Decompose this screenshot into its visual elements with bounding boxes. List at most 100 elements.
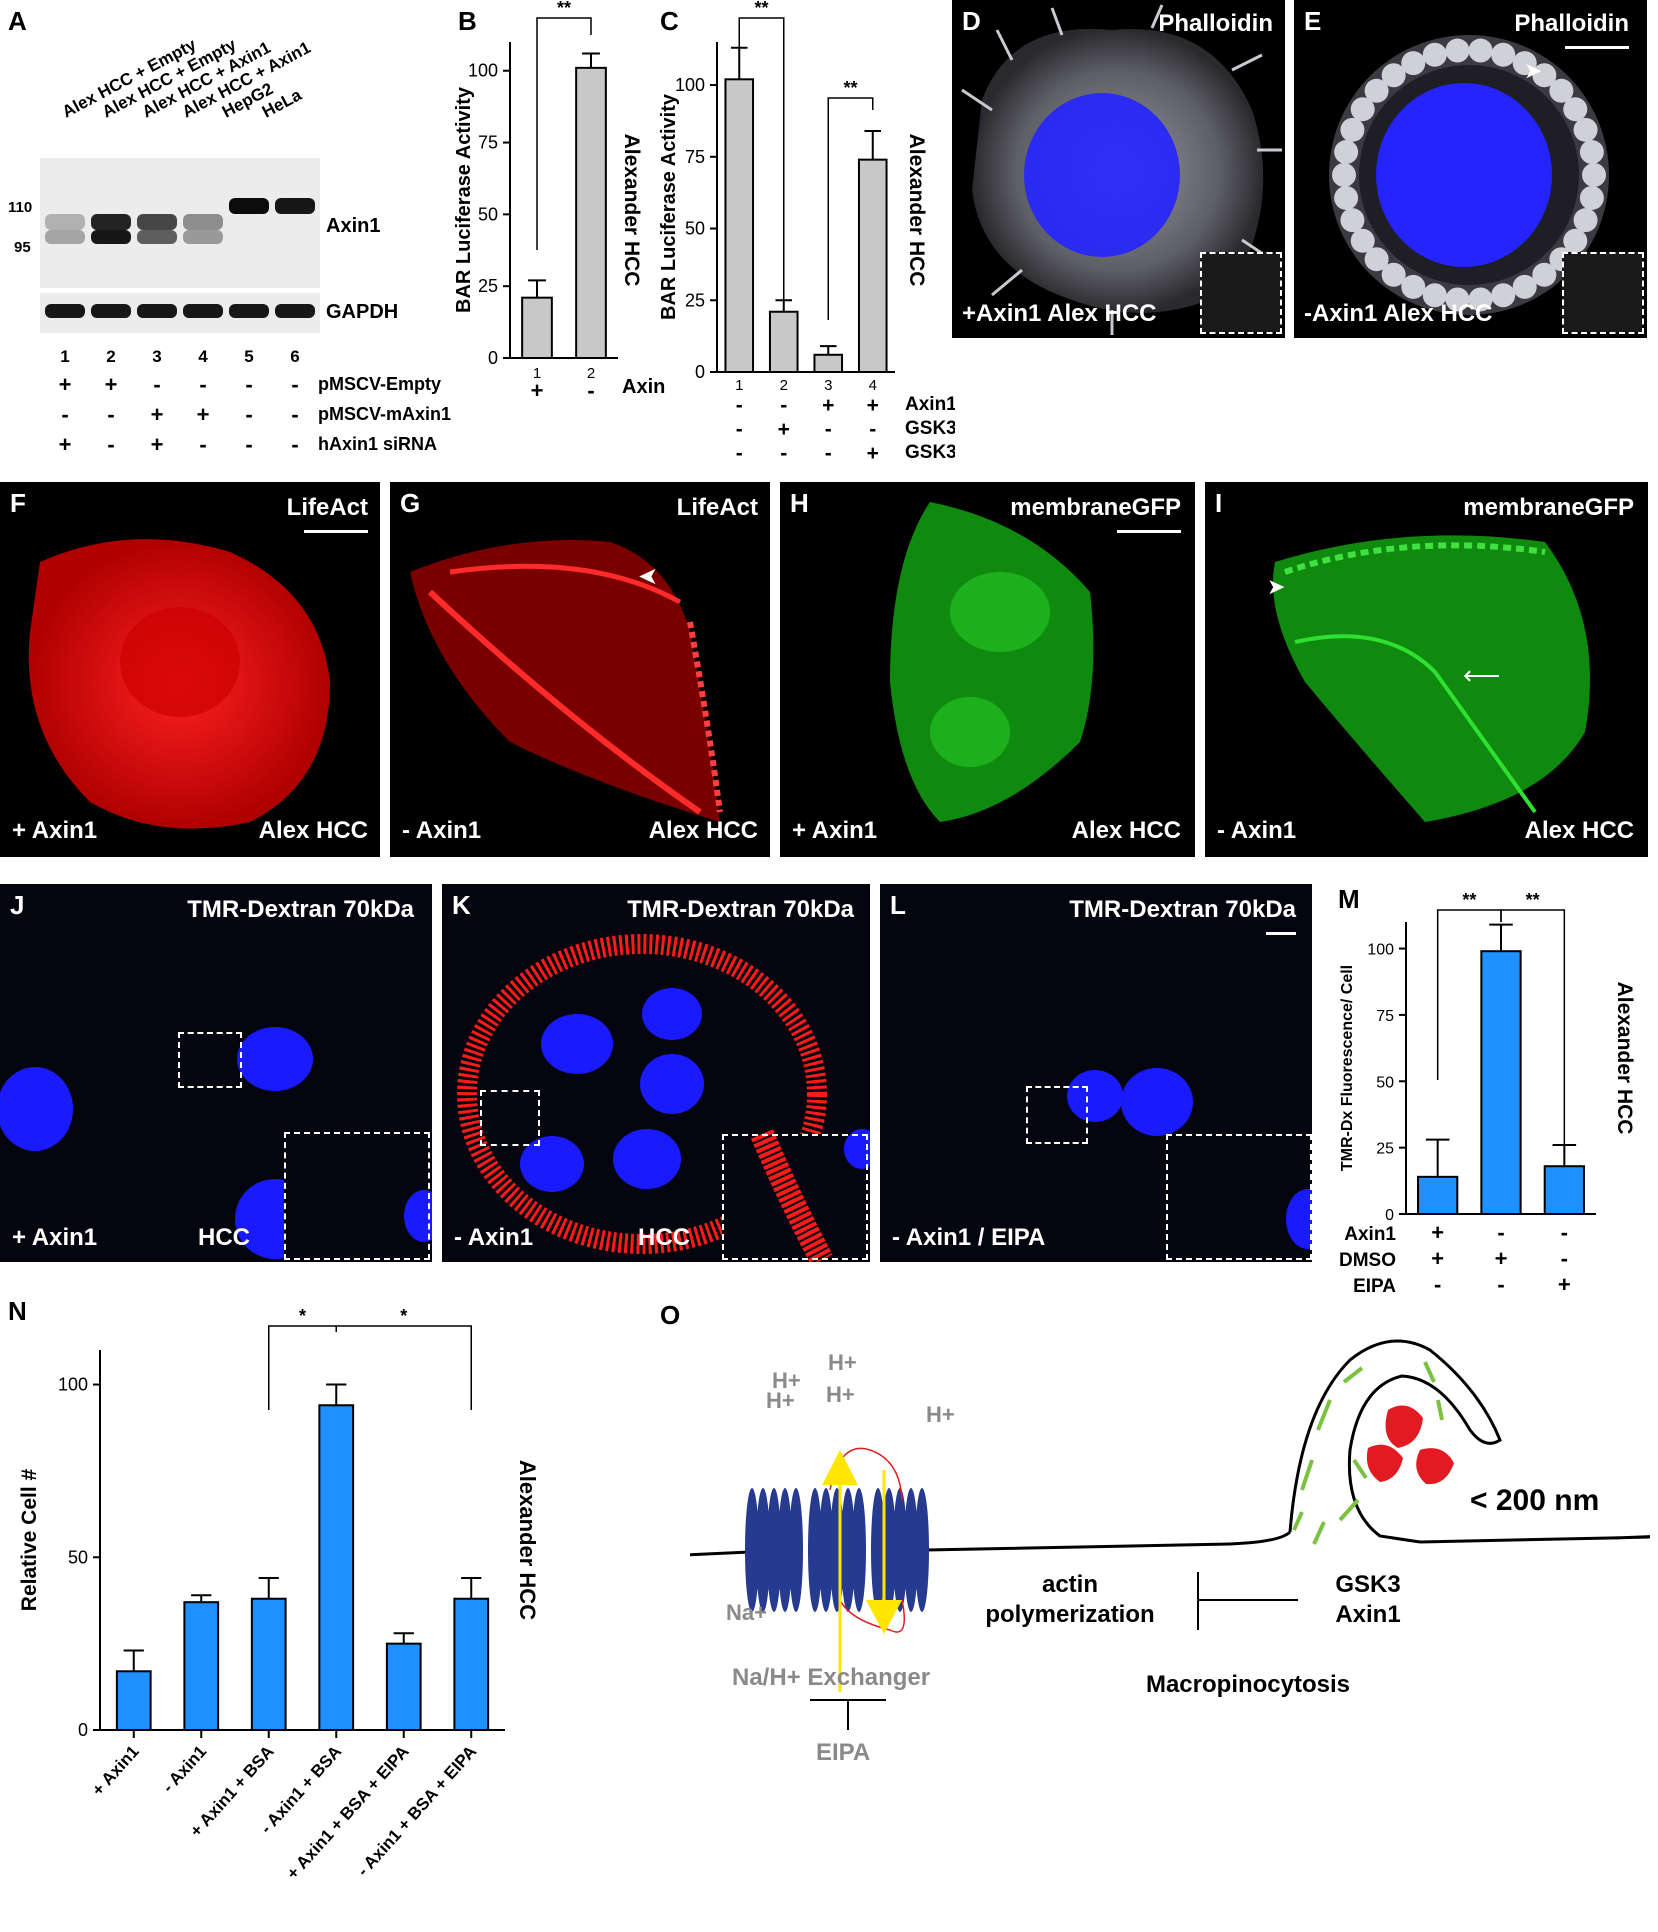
bleb bbox=[1563, 97, 1588, 122]
axin1-band bbox=[229, 198, 269, 214]
panel-d-letter: D bbox=[962, 6, 981, 36]
y-axis-label: BAR Luciferase Activity bbox=[453, 86, 475, 313]
panel-i-letter: I bbox=[1215, 488, 1223, 518]
treatment-sign: + bbox=[822, 394, 834, 417]
micrograph-g: ➤ G LifeAct - Axin1 Alex HCC bbox=[390, 482, 770, 857]
inset-box bbox=[480, 1090, 540, 1146]
band-label: GAPDH bbox=[326, 301, 398, 323]
cell-line-label: HCC bbox=[198, 1224, 250, 1251]
y-tick-label: 50 bbox=[685, 219, 705, 239]
x-tick-label: + Axin1 + BSA + EIPA bbox=[283, 1742, 413, 1883]
helix-segment bbox=[852, 1488, 866, 1612]
axin1-band bbox=[137, 214, 177, 230]
na-h-exchanger-protein bbox=[745, 1488, 929, 1612]
treatment-sign: + bbox=[1431, 1220, 1444, 1245]
phalloidin-round-cell-image bbox=[1329, 35, 1642, 332]
treatment-sign: - bbox=[245, 372, 252, 397]
stain-label: LifeAct bbox=[676, 494, 758, 521]
inset-zoom bbox=[1166, 1134, 1312, 1260]
x-tick-label: 1 bbox=[533, 365, 541, 382]
treatment-sign: + bbox=[59, 432, 72, 457]
bleb bbox=[1468, 38, 1493, 63]
micrograph-k: K TMR-Dextran 70kDa - Axin1 HCC bbox=[442, 884, 870, 1262]
arrowhead-icon: ➤ bbox=[1267, 574, 1286, 599]
actin-filaments bbox=[1292, 1361, 1444, 1545]
y-tick-label: 0 bbox=[78, 1720, 88, 1740]
significance-label: ** bbox=[1526, 890, 1540, 910]
treatment-sign: + bbox=[105, 372, 118, 397]
bar bbox=[1480, 950, 1522, 1215]
gapdh-band bbox=[229, 304, 269, 318]
na-ion: Na+ bbox=[726, 1600, 767, 1625]
bleb bbox=[1512, 51, 1537, 76]
helix-segment bbox=[915, 1488, 929, 1612]
bleb bbox=[1573, 117, 1598, 142]
bleb bbox=[1579, 140, 1604, 165]
treatment-sign: + bbox=[151, 432, 164, 457]
cell-line-label: Alex HCC bbox=[648, 817, 758, 844]
bleb bbox=[1334, 140, 1359, 165]
bleb bbox=[1334, 185, 1359, 210]
helix-segment bbox=[893, 1488, 907, 1612]
chart-m: 0 25 50 75 100 TMR-Dx Fluorescence/ Cell ** ** A… bbox=[1339, 890, 1636, 1297]
y-axis-label: TMR-Dx Fluorescence/ Cell bbox=[1339, 965, 1356, 1171]
condition-label: - Axin1 / EIPA bbox=[892, 1224, 1046, 1251]
treatment-sign: - bbox=[1434, 1272, 1441, 1297]
treatment-sign: - bbox=[825, 442, 832, 465]
treatment-sign: - bbox=[1561, 1220, 1568, 1245]
stain-label: TMR-Dextran 70kDa bbox=[627, 896, 854, 923]
x-tick-label: + Axin1 bbox=[88, 1742, 142, 1800]
panel-o-letter: O bbox=[660, 1300, 681, 1330]
treatment-sign: - bbox=[1497, 1220, 1504, 1245]
h-ion: H+ bbox=[826, 1382, 855, 1407]
cell-line-label: HCC bbox=[638, 1224, 690, 1251]
arrowhead-icon: ➤ bbox=[1524, 58, 1543, 83]
bar bbox=[1417, 1175, 1459, 1215]
x-tick-label: 2 bbox=[587, 365, 595, 382]
bleb bbox=[1445, 287, 1470, 312]
treatment-sign: - bbox=[736, 418, 743, 441]
bleb bbox=[1381, 63, 1406, 88]
panel-h-letter: H bbox=[790, 488, 809, 518]
y-tick-label: 100 bbox=[1367, 942, 1394, 959]
condition-label: - Axin1 bbox=[454, 1224, 534, 1251]
chart-n: 0 50 100 Relative Cell # * * + Axin1 - Axin1 + A… bbox=[18, 1306, 540, 1883]
y-tick-label: 0 bbox=[488, 348, 498, 368]
micrograph-f: F LifeAct + Axin1 Alex HCC bbox=[0, 482, 380, 857]
membrane-gfp-ruffle-image bbox=[1273, 535, 1590, 822]
bleb bbox=[1582, 163, 1606, 187]
y-axis-label: Relative Cell # bbox=[18, 1468, 41, 1611]
band-label: Axin1 bbox=[326, 215, 380, 237]
significance-bracket bbox=[536, 17, 592, 250]
bleb bbox=[1468, 287, 1493, 312]
y-tick-label: 50 bbox=[478, 204, 498, 224]
bleb bbox=[1364, 247, 1389, 272]
bleb bbox=[1340, 208, 1365, 233]
lane-number: 4 bbox=[198, 347, 208, 366]
cell-line-label: Alex HCC bbox=[1524, 817, 1634, 844]
lane-number: 2 bbox=[106, 347, 115, 366]
treatment-sign: - bbox=[291, 402, 298, 427]
eipa-label: EIPA bbox=[816, 1739, 870, 1766]
bar bbox=[575, 66, 607, 359]
significance-bracket bbox=[827, 97, 874, 320]
macropinocytosis-diagram: H+ H+ H+ H+ H+ Na+ Na/H+ Exchanger EIPA … bbox=[690, 1339, 1650, 1766]
axin1-band bbox=[137, 230, 177, 244]
treatment-label: Axin1 bbox=[1344, 1224, 1396, 1245]
dextran-uptake-image-k bbox=[457, 934, 870, 1262]
treatment-sign: - bbox=[107, 402, 114, 427]
inset-zoom bbox=[284, 1132, 430, 1260]
condition-label: - Axin1 bbox=[1217, 817, 1297, 844]
treatment-sign: - bbox=[245, 432, 252, 457]
treatment-sign: + bbox=[778, 418, 790, 441]
significance-bracket bbox=[268, 1325, 337, 1410]
treatment-label: pMSCV-mAxin1 bbox=[318, 404, 451, 424]
h-ion: H+ bbox=[766, 1388, 795, 1413]
treatment-sign: + bbox=[867, 442, 879, 465]
treatment-sign: + bbox=[1495, 1246, 1508, 1271]
lane-number: 1 bbox=[60, 347, 69, 366]
stain-label: membraneGFP bbox=[1463, 494, 1634, 521]
significance-label: ** bbox=[754, 0, 768, 18]
bar bbox=[183, 1601, 220, 1732]
